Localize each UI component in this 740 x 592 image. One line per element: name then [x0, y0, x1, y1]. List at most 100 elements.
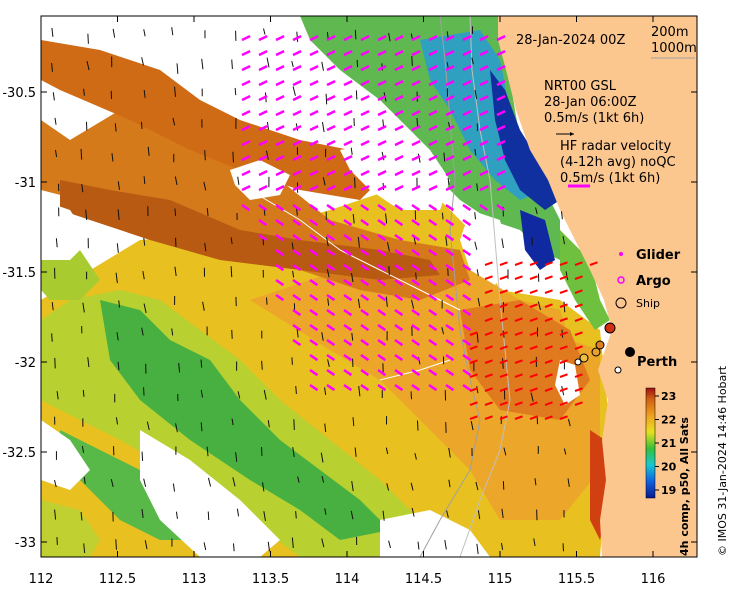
wind-arrow [354, 29, 357, 40]
wind-arrows [51, 26, 571, 555]
model-arrow [462, 293, 472, 302]
model-arrow [445, 184, 455, 192]
radar-arrow [469, 387, 478, 392]
model-arrow [496, 49, 506, 57]
wind-arrow [327, 359, 330, 367]
y-tick-label: -33 [15, 536, 36, 551]
model-arrow [343, 184, 353, 192]
model-arrow [241, 64, 251, 72]
wind-arrow [385, 447, 389, 455]
model-arrow [309, 124, 319, 132]
model-arrow [445, 383, 455, 392]
model-arrow [445, 94, 455, 102]
radar-arrow [559, 317, 568, 322]
model-arrow [309, 154, 319, 162]
wind-arrow [200, 389, 204, 398]
model-arrow [411, 124, 421, 132]
wind-arrow [80, 511, 83, 521]
wind-arrow [237, 391, 241, 399]
model-arrow [411, 184, 421, 192]
depth-200-label: 200m [651, 25, 688, 40]
wind-arrow [296, 328, 299, 338]
model-arrow [411, 203, 421, 212]
x-tick-label: 112.5 [99, 572, 136, 587]
wind-arrow [357, 298, 361, 309]
model-arrow [326, 323, 336, 332]
radar-arrow [529, 359, 538, 364]
wind-arrow [85, 209, 88, 220]
wind-arrow [54, 509, 57, 520]
model-arrow [275, 184, 285, 192]
model-arrow [275, 233, 285, 242]
legend-glider: Glider [636, 248, 681, 263]
radar-arrow [529, 331, 538, 336]
y-tick-label: -31.5 [2, 266, 36, 281]
wind-arrow [143, 478, 147, 487]
model-arrow [258, 218, 268, 227]
y-tick-label: -32.5 [2, 446, 36, 461]
model-arrow [241, 94, 251, 102]
wind-arrow [267, 420, 270, 428]
model-arrow [326, 383, 336, 392]
model-arrow [343, 383, 353, 392]
model-arrow [360, 64, 370, 72]
legend-ship: Ship [636, 297, 660, 310]
model-arrow [445, 368, 455, 377]
wind-arrow [297, 476, 300, 483]
radar-arrow [469, 373, 478, 378]
model-arrow [445, 248, 455, 257]
model-arrow [292, 94, 302, 102]
model-arrow [462, 278, 472, 287]
radar-arrow [514, 373, 523, 378]
wind-arrow [291, 537, 294, 548]
model-arrow [445, 124, 455, 132]
model-arrow [428, 338, 438, 347]
radar-arrow [484, 415, 493, 420]
radar-arrow [484, 359, 493, 364]
wind-arrow [87, 33, 89, 44]
model-arrow [411, 368, 421, 377]
model-arrow [258, 169, 268, 177]
wind-arrow [476, 386, 479, 394]
colorbar-ticks: 23 22 21 20 19 [655, 390, 677, 497]
wind-arrow [117, 361, 120, 371]
colorbar-tick-label: 21 [661, 437, 676, 450]
model-arrow [394, 94, 404, 102]
model-arrow [258, 34, 268, 42]
model-arrow [309, 368, 319, 377]
model-arrow [326, 293, 336, 302]
depth-1000-label: 1000m [651, 41, 697, 56]
model-arrow [275, 263, 285, 272]
wind-arrow [447, 177, 450, 186]
wind-arrow [117, 209, 120, 220]
wind-arrow [567, 418, 571, 427]
model-arrow [343, 154, 353, 162]
model-arrow [462, 353, 472, 362]
model-arrow [411, 383, 421, 392]
model-arrow [326, 139, 336, 147]
wind-arrow [114, 123, 117, 132]
model-arrow [377, 34, 387, 42]
wind-arrow [350, 272, 354, 283]
wind-arrow [321, 538, 325, 548]
model-arrow [445, 79, 455, 87]
radar-arrow [499, 289, 508, 294]
wind-arrow [236, 508, 240, 517]
radar-arrow [514, 331, 523, 336]
model-arrow [343, 368, 353, 377]
radar-arrow [544, 415, 553, 420]
model-arrow [394, 218, 404, 227]
radar-arrow [469, 359, 478, 364]
radar-arrow [514, 415, 523, 420]
model-arrow [462, 64, 472, 72]
wind-arrow [414, 453, 417, 460]
wind-arrow [295, 511, 297, 519]
model-arrow [411, 233, 421, 242]
radar-arrow [544, 317, 553, 322]
wind-arrow [115, 417, 119, 425]
model-arrow [462, 94, 472, 102]
radar-arrow [499, 387, 508, 392]
model-arrow [309, 218, 319, 227]
model-arrow [496, 124, 506, 132]
wind-arrow [147, 146, 150, 156]
